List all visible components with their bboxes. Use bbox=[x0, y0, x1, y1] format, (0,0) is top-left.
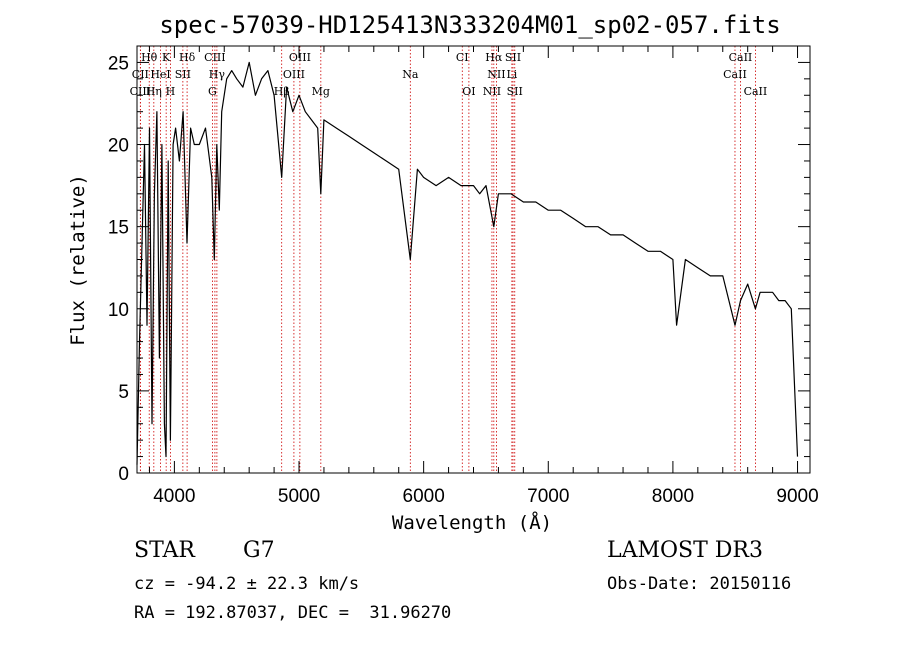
line-label: CII bbox=[132, 68, 149, 81]
line-label: Hδ bbox=[179, 51, 196, 64]
line-label: Na bbox=[402, 68, 419, 81]
line-label: OIII bbox=[289, 51, 311, 64]
line-label: SII bbox=[175, 68, 191, 81]
line-label: H bbox=[166, 85, 176, 98]
line-label: CaII bbox=[723, 68, 747, 81]
line-label: NII bbox=[487, 68, 505, 81]
line-label: Hθ bbox=[141, 51, 158, 64]
y-tick-label: 10 bbox=[108, 300, 129, 321]
object-type: STAR bbox=[134, 538, 195, 563]
line-label: OIII bbox=[283, 68, 305, 81]
x-tick-label: 5000 bbox=[278, 486, 320, 507]
sky-coordinates: RA = 192.87037, DEC = 31.96270 bbox=[134, 603, 452, 623]
spectral-line-markers bbox=[139, 46, 756, 473]
x-tick-label: 4000 bbox=[153, 486, 195, 507]
y-axis-label: Flux (relative) bbox=[67, 174, 89, 346]
line-label: Hγ bbox=[209, 68, 226, 81]
line-label: Hα bbox=[485, 51, 503, 64]
spectral-subclass: G7 bbox=[243, 538, 275, 563]
line-label: SII bbox=[505, 51, 521, 64]
y-tick-label: 20 bbox=[108, 136, 129, 157]
x-axis: 4000 5000 6000 7000 8000 9000 bbox=[148, 46, 819, 507]
x-axis-label: Wavelength (Å) bbox=[392, 511, 552, 534]
radial-velocity: cz = -94.2 ± 22.3 km/s bbox=[134, 574, 360, 594]
y-tick-label: 0 bbox=[118, 464, 129, 485]
line-label: Hη bbox=[146, 85, 162, 98]
survey-name: LAMOST DR3 bbox=[607, 538, 763, 563]
line-label: CaII bbox=[744, 85, 768, 98]
line-label: CIII bbox=[204, 51, 225, 64]
y-tick-label: 25 bbox=[108, 53, 129, 74]
line-label: Mg bbox=[312, 85, 330, 98]
observation-date: Obs-Date: 20150116 bbox=[607, 574, 792, 594]
line-label: HeI bbox=[150, 68, 170, 81]
y-tick-label: 15 bbox=[108, 218, 129, 239]
y-axis: 0 5 10 15 20 25 bbox=[108, 53, 810, 485]
chart-title: spec-57039-HD125413N333204M01_sp02-057.f… bbox=[159, 11, 780, 39]
line-label: NII bbox=[483, 85, 501, 98]
line-label: CaII bbox=[729, 51, 753, 64]
x-tick-label: 6000 bbox=[403, 486, 445, 507]
x-tick-label: 9000 bbox=[776, 486, 818, 507]
line-label: Li bbox=[506, 68, 517, 81]
y-tick-label: 5 bbox=[118, 382, 129, 403]
line-label: CIII bbox=[130, 85, 151, 98]
plot-frame bbox=[136, 45, 811, 474]
spectrum-chart: spec-57039-HD125413N333204M01_sp02-057.f… bbox=[67, 11, 819, 534]
x-tick-label: 7000 bbox=[527, 486, 569, 507]
spectrum-line bbox=[136, 61, 799, 465]
line-label: K bbox=[162, 51, 171, 64]
x-tick-label: 8000 bbox=[652, 486, 694, 507]
line-label: CI bbox=[456, 51, 469, 64]
line-label: OI bbox=[462, 85, 475, 98]
line-label: G bbox=[208, 85, 217, 98]
line-label: SII bbox=[507, 85, 523, 98]
